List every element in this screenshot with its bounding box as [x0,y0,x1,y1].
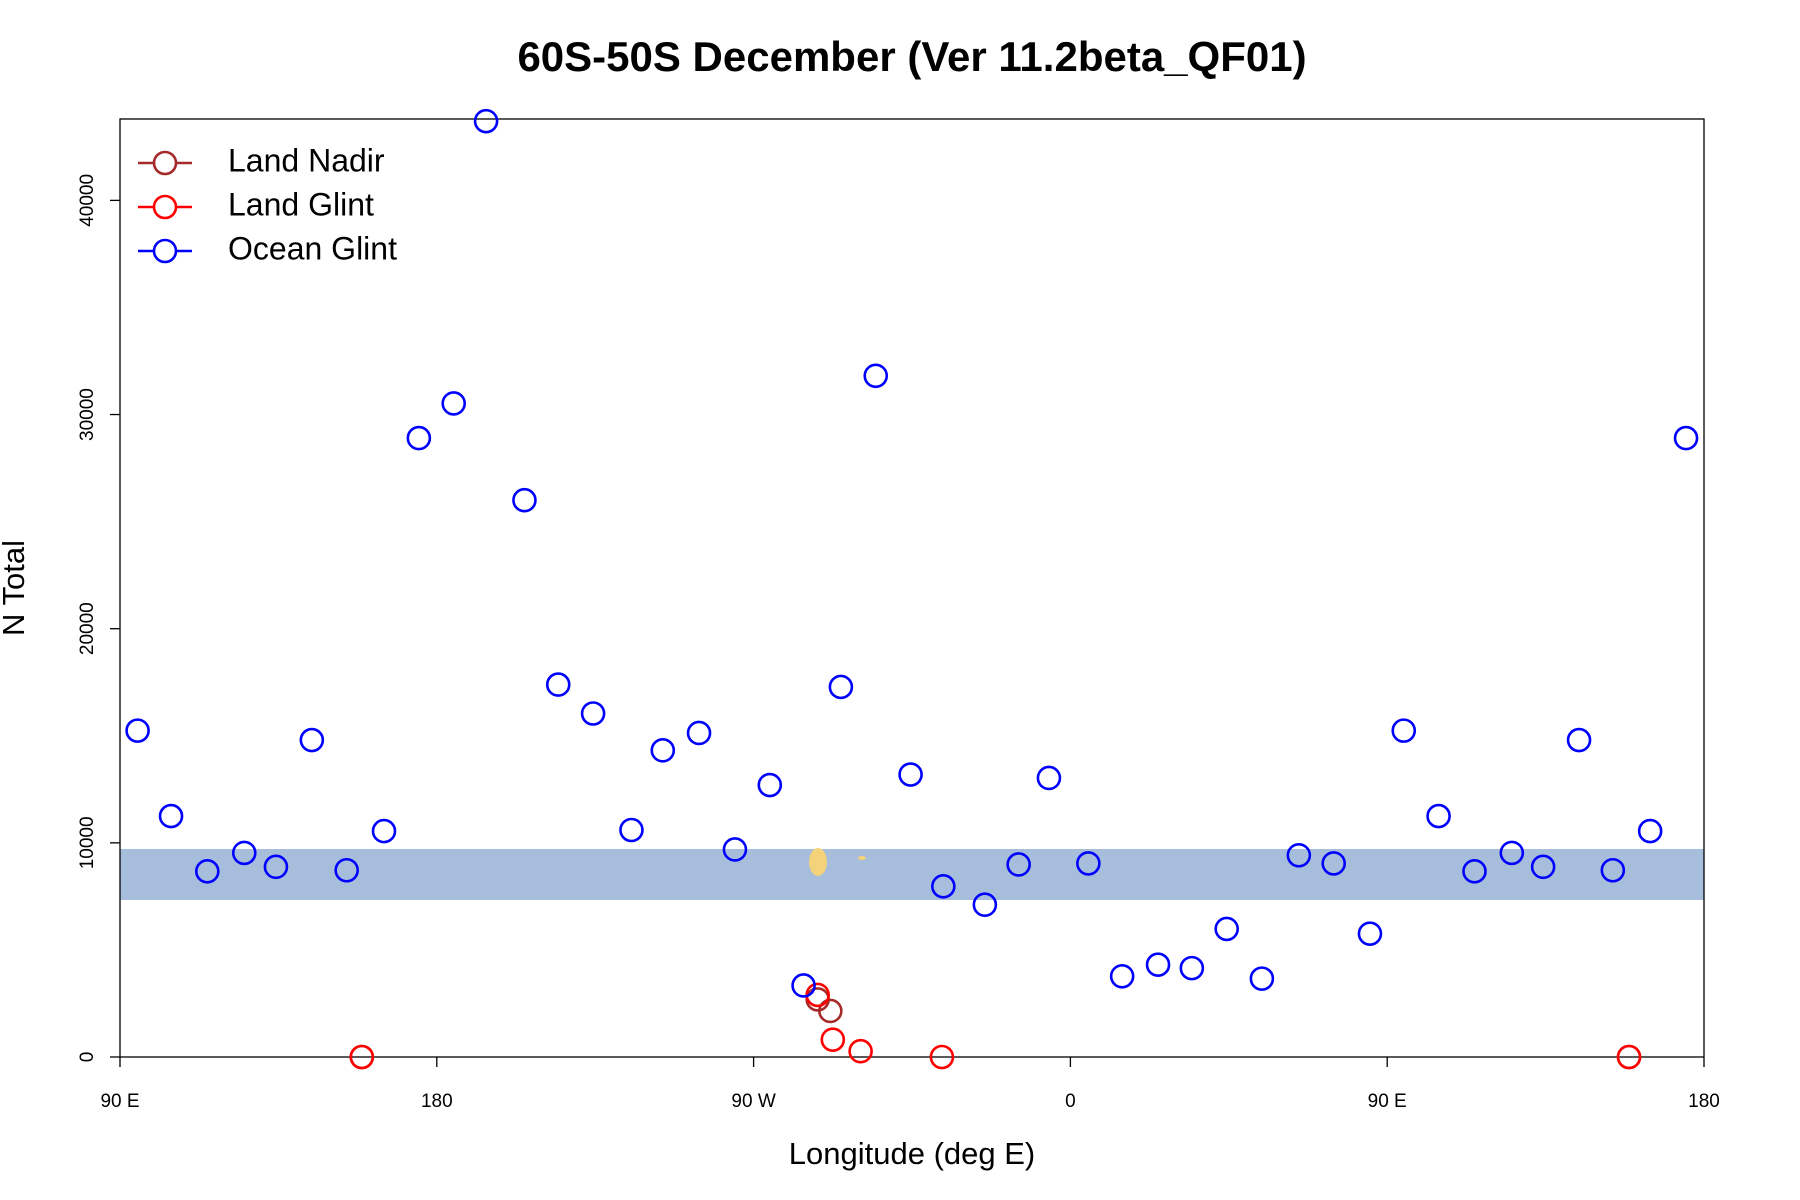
point [158,803,184,829]
point [1566,727,1592,753]
y-tick-label: 30000 [77,388,98,441]
point [1530,854,1556,880]
point [545,672,571,697]
point [1357,921,1383,946]
point [1145,952,1171,977]
point [686,720,712,746]
x-tick-label: 90 E [100,1091,139,1112]
point [848,1038,873,1064]
y-tick-label: 0 [77,1052,98,1063]
legend-marker [152,194,178,220]
point [1286,842,1312,868]
y-axis-label: N Total [0,540,31,636]
point [441,391,466,416]
point [1499,840,1525,866]
point [1214,916,1239,942]
point [512,487,537,513]
x-tick-label: 180 [1688,1091,1720,1112]
legend-label: Land Glint [228,186,374,222]
land-patch [809,848,827,876]
point [1321,851,1346,876]
point [263,854,289,880]
point [406,425,432,451]
y-tick-label: 20000 [77,602,98,655]
point [299,727,325,753]
x-axis-label: Longitude (deg E) [789,1136,1035,1171]
point [1426,803,1451,829]
point [791,973,816,998]
legend-marker [152,150,178,176]
map-strip [120,849,1704,900]
point [898,762,923,787]
x-tick-label: 0 [1065,1091,1076,1112]
point [1076,851,1101,876]
point [722,837,748,862]
point [619,817,644,843]
point [1637,818,1663,844]
point [580,701,606,726]
point [929,1044,955,1070]
point [931,874,956,899]
point [1600,857,1626,883]
point [1673,425,1699,451]
point [473,108,499,134]
chart-title: 60S-50S December (Ver 11.2beta_QF01) [517,33,1306,80]
point [349,1044,375,1070]
land-patch [858,856,866,860]
point [757,772,783,798]
point [863,363,889,389]
plot-frame [119,118,1705,1058]
point [125,718,150,743]
point [828,674,854,700]
point [1036,765,1062,791]
point [1462,859,1487,884]
legend-label: Ocean Glint [228,230,397,266]
x-tick-label: 90 W [731,1091,775,1112]
point [1109,963,1135,989]
y-tick-label: 40000 [77,174,98,227]
legend-label: Land Nadir [228,142,385,178]
y-tick-label: 10000 [77,816,98,869]
point [1179,955,1205,981]
x-tick-label: 180 [421,1091,453,1112]
point [1391,718,1417,743]
point [972,892,998,918]
point [1249,966,1275,991]
point [650,738,676,763]
point [818,998,843,1024]
point [1616,1044,1642,1070]
point [1006,852,1031,877]
point [194,859,220,884]
point [820,1027,846,1052]
x-tick-label: 90 E [1368,1091,1407,1112]
legend-marker [152,238,178,264]
point [371,818,397,844]
point [231,840,257,866]
point [334,857,359,883]
